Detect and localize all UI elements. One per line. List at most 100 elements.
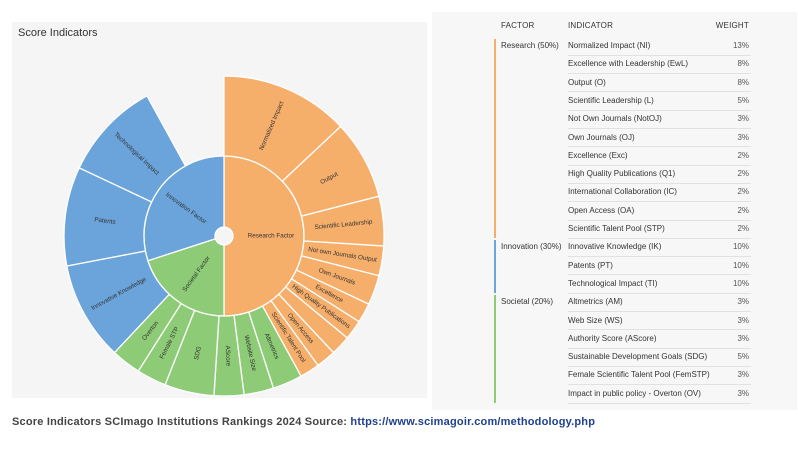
row-divider xyxy=(568,329,751,331)
indicator-weight: 5% xyxy=(737,95,749,105)
indicator-name: Female Scientific Talent Pool (FemSTP) xyxy=(568,370,710,380)
chart-panel: Research Factor Societal Factor Innovation… xyxy=(12,22,427,398)
row-divider xyxy=(568,91,751,93)
indicator-weight: 3% xyxy=(737,114,749,124)
row-divider xyxy=(568,54,751,56)
indicator-name: Altmetrics (AM) xyxy=(568,297,623,307)
indicator-name: Own Journals (OJ) xyxy=(568,132,635,142)
table-row: High Quality Publications (Q1) 2% xyxy=(432,165,797,183)
indicator-weight: 2% xyxy=(737,224,749,233)
row-divider xyxy=(568,164,751,166)
table-row: Excellence with Leadership (EwL) 8% xyxy=(432,55,797,73)
table-row: Female Scientific Talent Pool (FemSTP) 3% xyxy=(432,366,797,384)
indicator-weight: 2% xyxy=(737,169,749,179)
factor-color-bar xyxy=(494,39,496,239)
table-row: Sustainable Development Goals (SDG) 5% xyxy=(432,348,797,366)
chart-title: Score Indicators xyxy=(18,27,98,39)
indicator-weight: 3% xyxy=(737,132,749,142)
indicator-name: Excellence (Exc) xyxy=(568,150,628,160)
header-factor: FACTOR xyxy=(501,21,535,30)
indicator-weight: 2% xyxy=(737,187,749,197)
table-row: Own Journals (OJ) 3% xyxy=(432,129,797,147)
indicator-name: Scientific Talent Pool (STP) xyxy=(568,224,665,233)
indicator-weight: 13% xyxy=(732,41,749,50)
indicator-weight: 3% xyxy=(737,370,749,380)
table-row: Scientific Leadership (L) 5% xyxy=(432,92,797,110)
indicator-name: Output (O) xyxy=(568,77,606,87)
indicator-weight: 2% xyxy=(737,150,749,160)
caption: Score Indicators SCImago Institutions Ra… xyxy=(12,416,595,428)
row-divider xyxy=(568,201,751,203)
outer-segment-label: Patents xyxy=(94,216,116,226)
outer-segment[interactable] xyxy=(78,94,187,203)
table-row: Not Own Journals (NotOJ) 3% xyxy=(432,110,797,128)
table-row: Patents (PT) 10% xyxy=(432,257,797,275)
indicator-name: Excellence with Leadership (EwL) xyxy=(568,59,689,69)
table-row: International Collaboration (IC) 2% xyxy=(432,183,797,201)
row-divider xyxy=(568,311,751,312)
row-divider xyxy=(568,292,751,294)
indicator-name: Open Access (OA) xyxy=(568,205,635,215)
table-row: Normalized Impact (NI) 13% xyxy=(432,37,797,55)
indicator-weight: 10% xyxy=(732,260,749,270)
table-row: Web Size (WS) 3% xyxy=(432,312,797,330)
row-divider xyxy=(568,73,751,75)
outer-segment-label: AScore xyxy=(224,346,232,367)
inner-segment-label: Research Factor xyxy=(248,233,295,240)
row-divider xyxy=(568,219,751,221)
indicator-name: Sustainable Development Goals (SDG) xyxy=(568,352,708,362)
row-divider xyxy=(568,182,751,184)
indicator-weight: 10% xyxy=(732,278,749,288)
row-divider xyxy=(568,402,751,404)
header-weight: WEIGHT xyxy=(715,21,749,30)
factor-color-bar xyxy=(494,295,496,403)
indicator-weight: 5% xyxy=(737,352,749,362)
table-row: Open Access (OA) 2% xyxy=(432,202,797,220)
header-indicator: INDICATOR xyxy=(568,21,614,30)
row-divider xyxy=(568,128,751,129)
factor-label: Innovation (30%) xyxy=(501,242,562,252)
row-divider xyxy=(568,274,751,276)
factor-label: Societal (20%) xyxy=(501,297,554,307)
table-row: Excellence (Exc) 2% xyxy=(432,147,797,165)
factor-label: Research (50%) xyxy=(501,41,559,50)
table-row: Innovative Knowledge (IK) 10% xyxy=(432,238,797,256)
caption-text: Score Indicators SCImago Institutions Ra… xyxy=(12,416,351,428)
indicator-weight: 8% xyxy=(737,77,749,87)
row-divider xyxy=(568,347,751,349)
table-row: Altmetrics (AM) 3% xyxy=(432,293,797,311)
indicator-name: Technological Impact (TI) xyxy=(568,278,658,288)
indicator-weight: 3% xyxy=(737,297,749,307)
row-divider xyxy=(568,146,751,148)
indicator-table: FACTOR INDICATOR WEIGHT Research (50%) No… xyxy=(432,12,797,410)
indicator-weight: 8% xyxy=(737,59,749,69)
source-link[interactable]: https://www.scimagoir.com/methodology.ph… xyxy=(350,416,596,428)
outer-segment-label: SDG xyxy=(193,346,203,361)
indicator-weight: 3% xyxy=(737,315,749,325)
table-row: Authority Score (AScore) 3% xyxy=(432,330,797,348)
indicator-name: Innovative Knowledge (IK) xyxy=(568,242,662,252)
indicator-name: International Collaboration (IC) xyxy=(568,187,677,197)
indicator-name: Web Size (WS) xyxy=(568,315,623,325)
factor-color-bar xyxy=(494,240,496,294)
row-divider xyxy=(568,365,751,367)
indicator-name: Scientific Leadership (L) xyxy=(568,95,654,105)
indicator-name: Normalized Impact (NI) xyxy=(568,41,651,50)
row-divider xyxy=(568,109,751,111)
row-divider xyxy=(568,256,751,258)
table-row: Scientific Talent Pool (STP) 2% xyxy=(432,220,797,238)
indicator-name: High Quality Publications (Q1) xyxy=(568,169,676,179)
row-divider xyxy=(568,384,751,386)
indicator-name: Impact in public policy - Overton (OV) xyxy=(568,388,701,398)
row-divider xyxy=(568,237,751,239)
table-row: Technological Impact (TI) 10% xyxy=(432,275,797,293)
indicator-weight: 3% xyxy=(737,333,749,343)
indicator-weight: 3% xyxy=(737,388,749,398)
indicator-weight: 10% xyxy=(732,242,749,252)
indicator-name: Authority Score (AScore) xyxy=(568,333,657,343)
table-row: Output (O) 8% xyxy=(432,74,797,92)
indicator-weight: 2% xyxy=(737,205,749,215)
indicator-name: Not Own Journals (NotOJ) xyxy=(568,114,662,124)
indicator-name: Patents (PT) xyxy=(568,260,613,270)
